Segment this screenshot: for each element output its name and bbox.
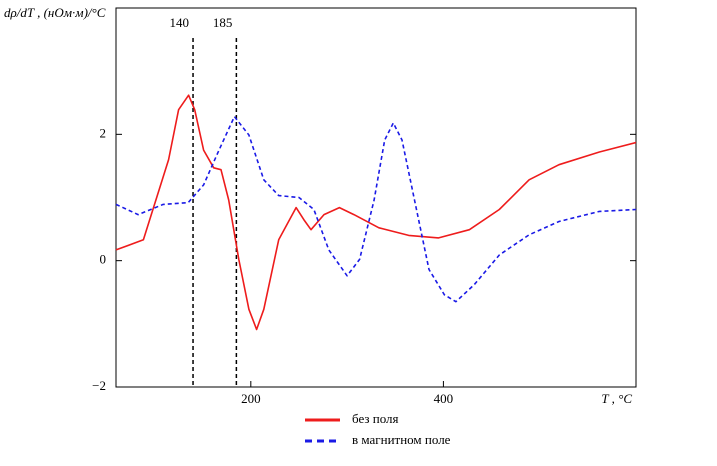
y-axis-label: dρ/dT , (нОм·м)/°C xyxy=(4,5,106,20)
y-tick-label: 2 xyxy=(100,125,107,140)
reference-label: 140 xyxy=(170,15,190,30)
line-series xyxy=(115,94,637,331)
x-axis-label: T , °C xyxy=(601,391,632,406)
legend-label: в магнитном поле xyxy=(352,432,451,447)
reference-label: 185 xyxy=(213,15,233,30)
y-tick-label: −2 xyxy=(92,378,106,393)
x-tick-label: 400 xyxy=(434,391,454,406)
x-tick-label: 200 xyxy=(241,391,261,406)
plot-frame xyxy=(115,7,637,388)
legend-label: без поля xyxy=(352,411,399,426)
line-series xyxy=(115,115,637,303)
y-tick-label: 0 xyxy=(100,252,107,267)
